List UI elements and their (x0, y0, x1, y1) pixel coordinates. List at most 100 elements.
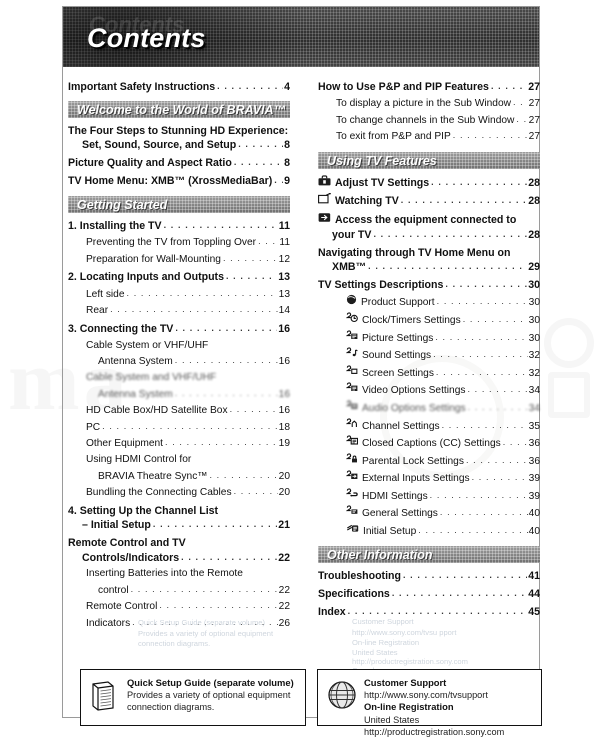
toc-entry[interactable]: Left side. . . . . . . . . . . . . . . .… (68, 287, 290, 302)
toc-entry[interactable]: Watching TV. . . . . . . . . . . . . . .… (318, 193, 540, 208)
toc-leader-dots: . . . . . . . . . . . . . . . . . . . . … (445, 278, 527, 289)
toc-entry-label: To display a picture in the Sub Window (336, 97, 511, 109)
toc-entry-line2-wrap: XMB™. . . . . . . . . . . . . . . . . . … (318, 260, 540, 274)
toc-entry[interactable]: PC. . . . . . . . . . . . . . . . . . . … (68, 420, 290, 435)
toolbox-icon (318, 174, 331, 186)
toc-entry-label-cont: Set, Sound, Source, and Setup (82, 139, 237, 152)
toc-entry[interactable]: Access the equipment connected to your TV… (318, 212, 540, 242)
toc-entry[interactable]: 2. Locating Inputs and Outputs. . . . . … (68, 270, 290, 284)
toc-entry[interactable]: Clock/Timers Settings. . . . . . . . . .… (318, 312, 540, 328)
toc-entry[interactable]: 1. Installing the TV. . . . . . . . . . … (68, 219, 290, 233)
toc-page-number: 30 (528, 278, 540, 291)
toc-entry-line1-wrap: Cable System and VHF/UHF (68, 371, 290, 385)
toc-entry-label: Watching TV (335, 195, 399, 208)
toc-entry[interactable]: How to Use P&P and PIP Features. . . . .… (318, 80, 540, 94)
toc-entry-label: Cable System and VHF/UHF (86, 371, 217, 383)
registration-url-us[interactable]: http://productregistration.sony.com (364, 726, 505, 737)
toc-entry-label: External Inputs Settings (362, 473, 470, 485)
section-bar-label: Getting Started (77, 197, 168, 212)
toc-entry[interactable]: TV Home Menu: XMB™ (XrossMediaBar). . . … (68, 174, 290, 188)
toc-entry-label-cont: your TV (332, 228, 372, 241)
toc-entry[interactable]: Using HDMI Control for BRAVIA Theatre Syn… (68, 453, 290, 484)
watermark-circle (544, 318, 594, 368)
toc-leader-dots: . . . . . . . . . . . . . . . . . . . . … (441, 419, 528, 430)
toc-entry[interactable]: To change channels in the Sub Window. . … (318, 113, 540, 128)
toc-leader-dots: . . . . . . . . . . . . . . . . . . . . … (516, 113, 528, 124)
toc-entry[interactable]: Inserting Batteries into the Remote contr… (68, 567, 290, 598)
toc-leader-dots: . . . . . . . . . . . . . . . . . . . . … (233, 486, 278, 497)
toc-entry[interactable]: 3. Connecting the TV. . . . . . . . . . … (68, 322, 290, 336)
toc-entry[interactable]: HDMI Settings. . . . . . . . . . . . . .… (318, 488, 540, 504)
toc-entry-label: Sound Settings (362, 350, 432, 362)
toc-entry[interactable]: Other Equipment. . . . . . . . . . . . .… (68, 436, 290, 451)
customer-support-url[interactable]: http://www.sony.com/tvsupport (364, 690, 488, 701)
toc-page-number: 45 (528, 606, 540, 619)
toc-entry[interactable]: Closed Captions (CC) Settings. . . . . .… (318, 435, 540, 451)
toc-entry[interactable]: 4. Setting Up the Channel List – Initial … (68, 504, 290, 533)
toc-entry[interactable]: Adjust TV Settings. . . . . . . . . . . … (318, 174, 540, 190)
external-inputs-icon (346, 470, 358, 481)
toc-entry-label: TV Home Menu: XMB™ (XrossMediaBar) (68, 175, 273, 188)
toc-entry[interactable]: Index. . . . . . . . . . . . . . . . . .… (318, 605, 540, 619)
toc-entry-label: Picture Quality and Aspect Ratio (68, 157, 232, 170)
page-title: Contents (87, 23, 206, 53)
toc-leader-dots: . . . . . . . . . . . . . . . . . . . . … (152, 519, 277, 530)
toc-entry[interactable]: Cable System or VHF/UHF Antenna System. .… (68, 339, 290, 370)
toc-page-number: 8 (284, 139, 290, 152)
toc-entry[interactable]: Important Safety Instructions. . . . . .… (68, 80, 290, 94)
toc-entry[interactable]: Navigating through TV Home Menu on XMB™. … (318, 246, 540, 275)
toc-leader-dots: . . . . . . . . . . . . . . . . . . . . … (391, 588, 527, 599)
toc-entry[interactable]: Sound Settings. . . . . . . . . . . . . … (318, 347, 540, 363)
toc-leader-dots: . . . . . . . . . . . . . . . . . . . . … (373, 228, 527, 239)
toc-entry[interactable]: Screen Settings. . . . . . . . . . . . .… (318, 365, 540, 381)
toc-entry[interactable]: Cable System and VHF/UHF Antenna System. … (68, 371, 290, 402)
toc-page-number: 20 (278, 487, 290, 499)
toc-entry[interactable]: Remote Control. . . . . . . . . . . . . … (68, 599, 290, 614)
section-bar-label: Other Information (327, 548, 433, 563)
toc-entry-label: Troubleshooting (318, 570, 401, 583)
toc-entry[interactable]: Video Options Settings. . . . . . . . . … (318, 382, 540, 398)
toc-entry-line1-wrap: Remote Control and TV (68, 536, 290, 550)
toc-entry[interactable]: External Inputs Settings. . . . . . . . … (318, 470, 540, 486)
toc-entry-label: Index (318, 606, 346, 619)
toc-entry[interactable]: Picture Quality and Aspect Ratio. . . . … (68, 156, 290, 170)
toc-entry[interactable]: The Four Steps to Stunning HD Experience… (68, 124, 290, 153)
toc-entry[interactable]: Preventing the TV from Toppling Over. . … (68, 235, 290, 250)
toc-entry-label: HDMI Settings (362, 490, 428, 502)
toc-entry[interactable]: Audio Options Settings. . . . . . . . . … (318, 400, 540, 416)
toc-entry[interactable]: Product Support. . . . . . . . . . . . .… (318, 294, 540, 310)
toc-entry[interactable]: Rear. . . . . . . . . . . . . . . . . . … (68, 303, 290, 318)
toc-entry[interactable]: Preparation for Wall-Mounting. . . . . .… (68, 252, 290, 267)
toc-leader-dots: . . . . . . . . . . . . . . . . . . . . … (126, 287, 278, 298)
toc-entry[interactable]: To display a picture in the Sub Window. … (318, 96, 540, 111)
toc-entry-line2-wrap: Antenna System. . . . . . . . . . . . . … (68, 354, 290, 369)
toc-page-number: 8 (284, 157, 290, 170)
toc-entry[interactable]: Parental Lock Settings. . . . . . . . . … (318, 453, 540, 469)
toc-entry[interactable]: General Settings. . . . . . . . . . . . … (318, 505, 540, 521)
toc-leader-dots: . . . . . . . . . . . . . . . . . . . . … (400, 195, 527, 206)
toc-entry[interactable]: Channel Settings. . . . . . . . . . . . … (318, 417, 540, 434)
toc-entry[interactable]: Indicators. . . . . . . . . . . . . . . … (68, 616, 290, 631)
toc-entry[interactable]: Picture Settings. . . . . . . . . . . . … (318, 329, 540, 346)
toc-section-bar: Welcome to the World of BRAVIA™ (68, 100, 290, 118)
toc-leader-dots: . . . . . . . . . . . . . . . . . . . . … (238, 139, 283, 150)
toc-page-number: 28 (528, 228, 540, 241)
toc-entry[interactable]: To exit from P&P and PIP. . . . . . . . … (318, 129, 540, 144)
toc-entry[interactable]: Remote Control and TV Controls/Indicators… (68, 536, 290, 565)
toc-page-number: 19 (278, 438, 290, 450)
toc-entry[interactable]: TV Settings Descriptions. . . . . . . . … (318, 278, 540, 292)
toc-entry[interactable]: Initial Setup. . . . . . . . . . . . . .… (318, 523, 540, 539)
toc-entry-label: Using HDMI Control for (86, 453, 192, 465)
toc-entry-label: Closed Captions (CC) Settings (362, 438, 501, 450)
toc-entry[interactable]: Bundling the Connecting Cables. . . . . … (68, 485, 290, 500)
toc-entry-label: Preventing the TV from Toppling Over (86, 236, 257, 248)
toc-entry[interactable]: HD Cable Box/HD Satellite Box. . . . . .… (68, 403, 290, 418)
toc-leader-dots: . . . . . . . . . . . . . . . . . . . . … (225, 271, 277, 282)
booklet-icon (90, 680, 116, 717)
toc-page-number: 35 (528, 420, 540, 432)
toc-entry[interactable]: Specifications. . . . . . . . . . . . . … (318, 587, 540, 601)
toc-page-number: 22 (278, 601, 290, 613)
channel-icon (346, 417, 358, 429)
toc-entry[interactable]: Troubleshooting. . . . . . . . . . . . .… (318, 569, 540, 583)
toc-leader-dots: . . . . . . . . . . . . . . . . . . . . … (512, 96, 528, 107)
